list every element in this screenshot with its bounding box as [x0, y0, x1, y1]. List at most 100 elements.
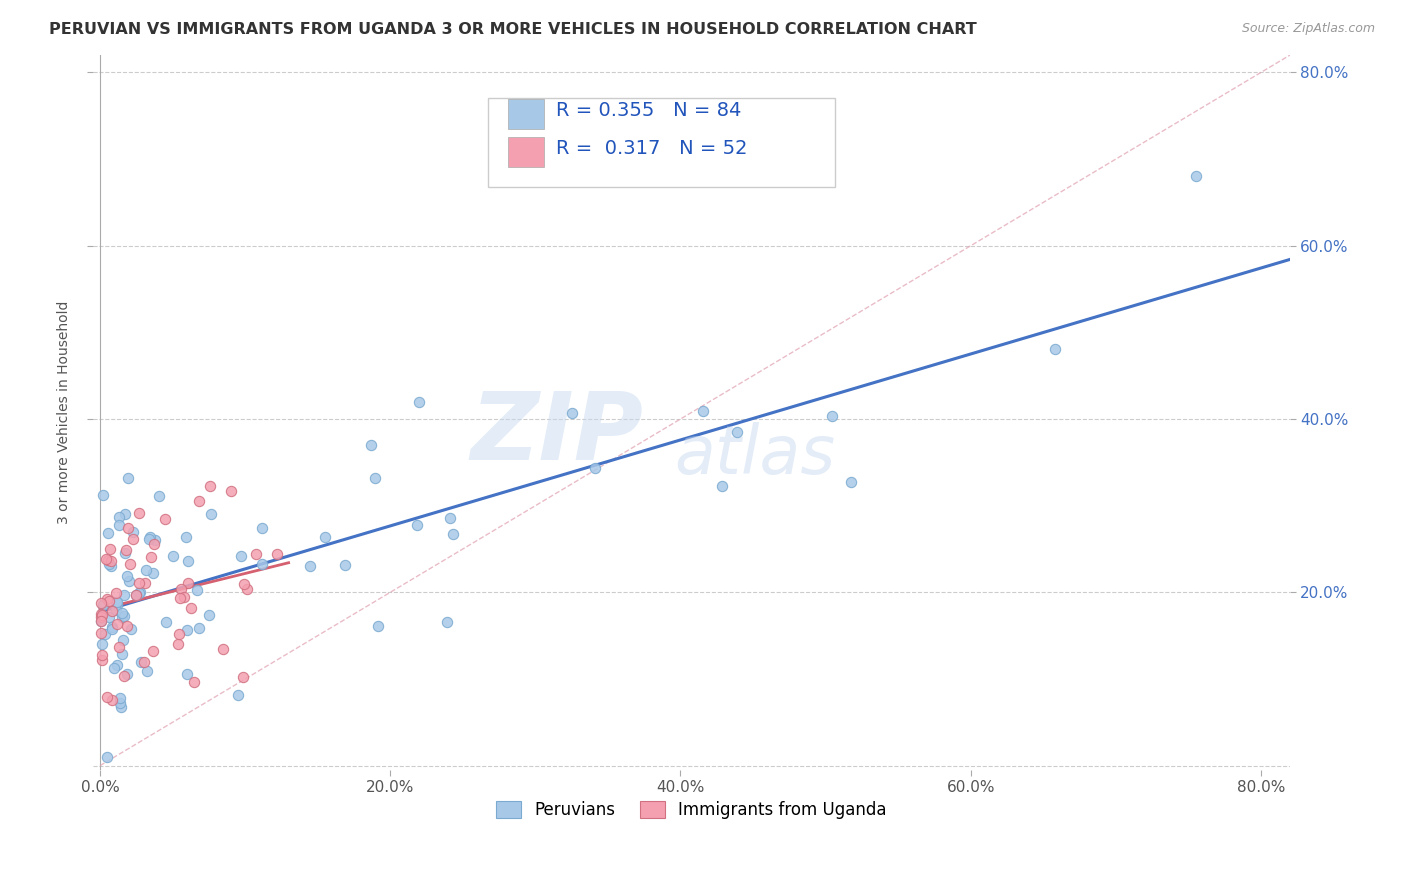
Point — [122, 525, 145, 540]
Point — [128, 575, 150, 590]
Point — [198, 478, 221, 492]
Point — [229, 549, 252, 563]
Point — [1043, 342, 1066, 356]
Text: ZIP: ZIP — [471, 388, 644, 480]
Point — [142, 566, 165, 580]
Point — [176, 667, 198, 681]
Point — [176, 623, 198, 637]
Point — [111, 632, 134, 647]
Point — [118, 574, 141, 589]
Point — [96, 690, 118, 704]
Point — [90, 653, 112, 667]
Point — [363, 471, 385, 485]
Point — [129, 585, 152, 599]
Point — [90, 614, 112, 628]
Point — [174, 530, 197, 544]
Point — [105, 617, 128, 632]
Point — [125, 588, 148, 602]
Point — [110, 699, 132, 714]
Point — [692, 404, 714, 418]
Point — [98, 542, 121, 557]
Point — [90, 607, 112, 621]
Point — [170, 582, 193, 597]
Point — [298, 558, 321, 573]
Point — [441, 527, 464, 541]
Point — [90, 614, 112, 628]
Text: Source: ZipAtlas.com: Source: ZipAtlas.com — [1241, 22, 1375, 36]
Point — [188, 621, 211, 635]
Point — [233, 577, 256, 591]
Point — [169, 591, 191, 606]
FancyBboxPatch shape — [508, 136, 544, 167]
Point — [134, 575, 156, 590]
Point — [100, 559, 122, 574]
Point — [111, 647, 134, 661]
Point — [135, 664, 157, 678]
Point — [115, 542, 138, 557]
Point — [583, 461, 606, 475]
Point — [115, 667, 138, 681]
Point — [97, 557, 120, 571]
Point — [128, 506, 150, 520]
Point — [97, 553, 120, 567]
Point — [408, 395, 430, 409]
Point — [97, 526, 120, 541]
Point — [108, 696, 131, 710]
Point — [245, 547, 267, 561]
Point — [167, 627, 190, 641]
Point — [101, 620, 124, 634]
Point — [155, 512, 177, 526]
Point — [111, 606, 134, 620]
Point — [710, 479, 733, 493]
Point — [114, 609, 136, 624]
Point — [132, 656, 155, 670]
Point — [139, 530, 162, 544]
Point — [405, 518, 427, 533]
Point — [120, 622, 142, 636]
Point — [186, 582, 208, 597]
Point — [108, 517, 131, 532]
Point — [105, 598, 128, 612]
Point — [101, 604, 124, 618]
Point — [821, 409, 844, 423]
Point — [333, 558, 356, 573]
Point — [117, 471, 139, 485]
Point — [129, 655, 152, 669]
Point — [105, 657, 128, 672]
Point — [232, 670, 254, 684]
Point — [180, 601, 202, 615]
Point — [91, 637, 114, 651]
Point — [138, 532, 160, 546]
Point — [155, 615, 177, 629]
FancyBboxPatch shape — [488, 98, 835, 187]
Point — [839, 475, 862, 490]
Point — [561, 406, 583, 420]
Point — [436, 615, 458, 629]
Point — [104, 595, 127, 609]
Point — [125, 588, 148, 602]
Point — [200, 507, 222, 521]
Point — [96, 552, 118, 566]
Point — [360, 438, 382, 452]
Point — [91, 598, 114, 612]
Point — [96, 591, 118, 606]
Point — [266, 547, 288, 561]
Point — [148, 489, 170, 503]
Text: R =  0.317   N = 52: R = 0.317 N = 52 — [555, 138, 748, 158]
Point — [90, 596, 112, 610]
Point — [98, 594, 121, 608]
Y-axis label: 3 or more Vehicles in Household: 3 or more Vehicles in Household — [58, 301, 72, 524]
Point — [250, 521, 273, 535]
Point — [187, 493, 209, 508]
Point — [91, 607, 114, 622]
Point — [219, 484, 242, 499]
Point — [1184, 169, 1206, 184]
Point — [114, 547, 136, 561]
Point — [128, 586, 150, 600]
Point — [100, 693, 122, 707]
Point — [100, 554, 122, 568]
Point — [90, 626, 112, 640]
Point — [107, 640, 129, 654]
Point — [100, 622, 122, 636]
Point — [118, 557, 141, 571]
